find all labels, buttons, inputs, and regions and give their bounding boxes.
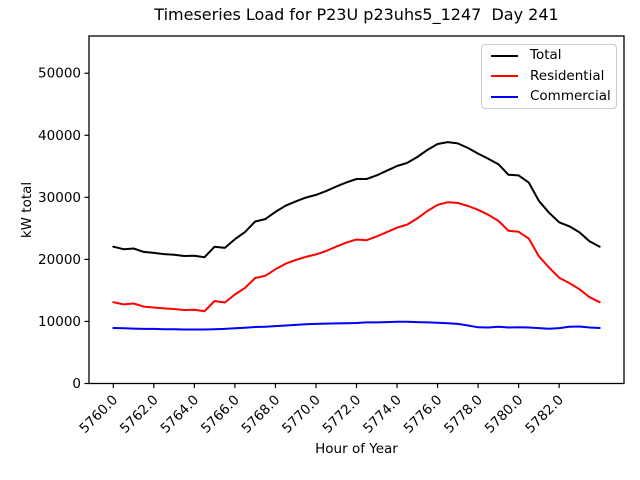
x-tick-label: 5760.0	[76, 392, 121, 437]
y-tick-label: 0	[72, 376, 81, 392]
x-tick-label: 5782.0	[522, 392, 567, 437]
x-tick-label: 5780.0	[482, 392, 527, 437]
x-tick-label: 5766.0	[198, 392, 243, 437]
legend-item-commercial: Commercial	[491, 88, 616, 106]
x-tick-label: 5776.0	[401, 392, 446, 437]
series-total-line	[112, 141, 601, 259]
legend-line-swatch-total	[491, 55, 518, 58]
y-tick-label: 20000	[38, 252, 81, 268]
legend-label-total: Total	[530, 47, 562, 64]
legend-line-swatch-residential	[491, 75, 518, 78]
legend-item-total: Total	[491, 47, 616, 65]
x-tick-label: 5764.0	[157, 392, 202, 437]
x-tick-label: 5770.0	[279, 392, 324, 437]
x-tick-label: 5768.0	[239, 392, 284, 437]
x-axis-label: Hour of Year	[315, 441, 398, 457]
y-tick-label: 50000	[38, 66, 81, 82]
y-tick-label: 30000	[38, 190, 81, 206]
x-tick-label: 5774.0	[360, 392, 405, 437]
series-residential-line	[112, 201, 601, 313]
series-commercial-line	[112, 320, 601, 331]
y-axis-label: kW total	[19, 181, 35, 239]
x-tick-label: 5762.0	[117, 392, 162, 437]
x-tick-label: 5778.0	[441, 392, 486, 437]
y-tick-label: 10000	[38, 314, 81, 330]
legend-label-residential: Residential	[530, 67, 605, 84]
y-tick-label: 40000	[38, 128, 81, 144]
legend-item-residential: Residential	[491, 67, 616, 85]
chart-title: Timeseries Load for P23U p23uhs5_1247 Da…	[154, 5, 559, 24]
legend: Total Residential Commercial	[481, 44, 617, 109]
x-tick-label: 5772.0	[320, 392, 365, 437]
legend-label-commercial: Commercial	[530, 88, 611, 105]
legend-line-swatch-commercial	[491, 95, 518, 98]
